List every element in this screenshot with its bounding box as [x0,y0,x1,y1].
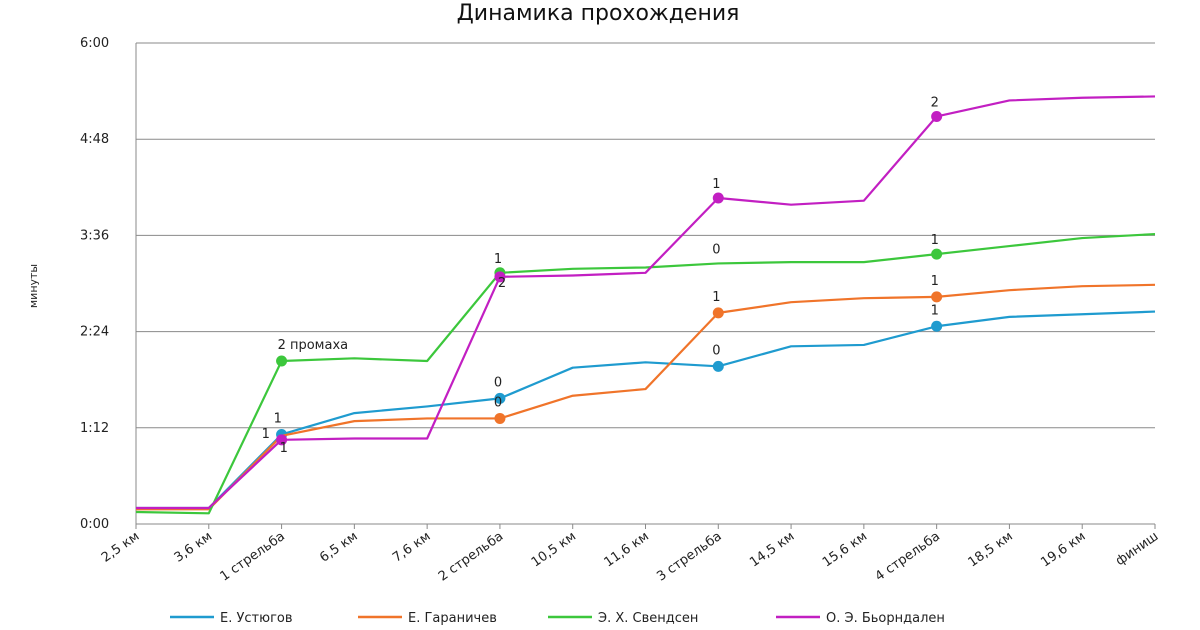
y-tick-label: 2:24 [80,325,109,340]
x-tick-label: 2,5 км [99,529,142,566]
legend-label: О. Э. Бьорндален [826,611,945,626]
y-tick-label: 6:00 [80,36,109,51]
x-tick-label: 3,6 км [172,529,215,566]
x-tick-label: 15,6 км [820,529,870,570]
annotation-label: 2 промаха [278,338,349,353]
y-tick-label: 4:48 [80,132,109,147]
series-marker-3 [494,271,506,283]
x-tick-label: 3 стрельба [654,529,724,584]
x-tick-label: 19,6 км [1038,529,1088,570]
series-marker-0 [931,320,943,332]
series-marker-1 [931,291,943,303]
x-tick-label: 7,6 км [390,529,433,566]
series-marker-0 [494,392,506,404]
annotation-label: 1 [494,252,502,267]
series-line-1 [136,283,1156,511]
y-tick-label: 3:36 [80,228,109,243]
x-tick-label: 6,5 км [317,529,360,566]
legend: Е. Устюгов Е. Гараничев Э. Х. Свендсен О. Э… [170,611,945,626]
series-marker-3 [712,192,724,204]
annotation-label: 1 [931,274,939,289]
x-tick-label: 2 стрельба [436,529,506,584]
annotation-label: 0 [712,343,720,358]
series-marker-1 [494,412,506,424]
grid [136,42,1155,429]
annotation-label: 1 [262,427,270,442]
annotation-label: 0 [494,375,502,390]
series-marker-3 [931,110,943,122]
series-marker-1 [712,307,724,319]
axes: 0:00 1:12 2:24 3:36 4:48 6:00 2,5 км 3,6 км 1 ст… [80,36,1161,584]
annotation-label: 1 [274,411,282,426]
chart-title: Динамика прохождения [457,1,740,26]
series-layer [135,95,1156,515]
annotation-label: 0 [712,242,720,257]
legend-label: Е. Гараничев [408,611,497,626]
x-tick-label: финиш [1113,529,1161,569]
y-axis-label: минуты [27,264,40,308]
series-marker-3 [276,434,288,446]
y-tick-label: 1:12 [80,421,109,436]
annotation-label: 0 [494,395,502,410]
x-tick-label: 10,5 км [529,529,579,570]
annotation-label: 1 [712,177,720,192]
annotation-label: 1 [280,441,288,456]
series-marker-0 [712,360,724,372]
y-tick-label: 0:00 [80,517,109,532]
x-tick-label: 18,5 км [966,529,1016,570]
series-line-0 [136,310,1156,510]
series-marker-2 [931,248,943,260]
series-marker-2 [276,355,288,367]
annotation-label: 1 [712,290,720,305]
x-tick-label: 11,6 км [602,529,652,570]
annotation-label: 1 [931,233,939,248]
legend-label: Э. Х. Свендсен [598,611,698,626]
annotation-label: 2 [931,95,939,110]
annotation-label: 1 [931,303,939,318]
series-line-3 [136,95,1156,510]
series-line-2 [135,232,1156,515]
x-tick-label: 1 стрельба [218,529,288,584]
annotation-label: 2 [498,276,506,291]
legend-label: Е. Устюгов [220,611,293,626]
x-tick-label: 4 стрельба [873,529,943,584]
x-tick-label: 14,5 км [747,529,797,570]
